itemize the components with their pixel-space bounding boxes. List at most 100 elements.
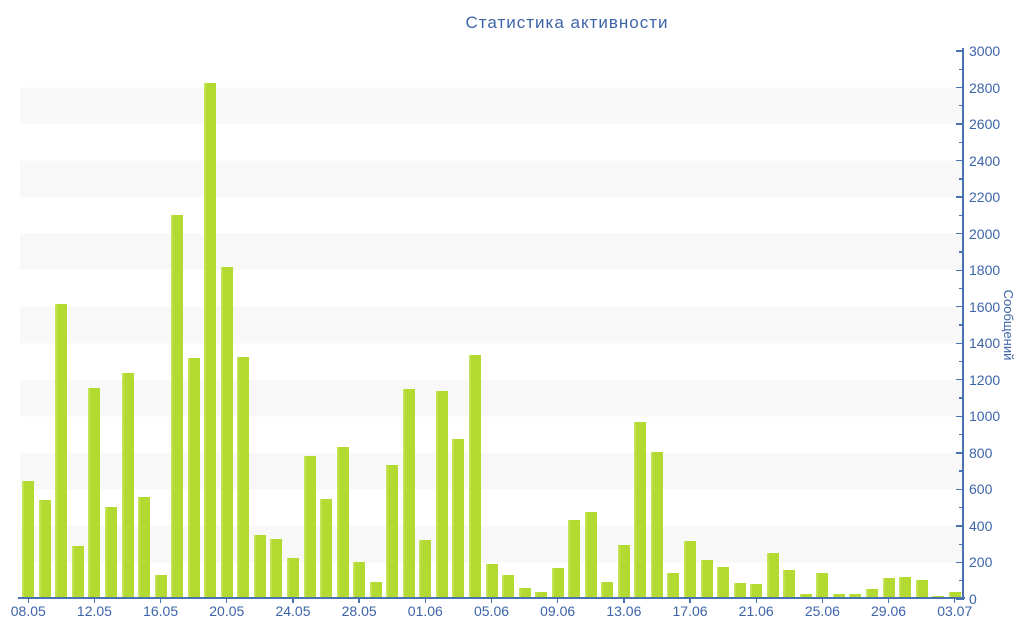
bar-08.05[interactable]: [22, 481, 35, 599]
x-tick-label: 29.06: [871, 603, 907, 619]
x-tick: [159, 599, 162, 603]
bar-24.05[interactable]: [286, 557, 299, 599]
bar-28.06[interactable]: [866, 588, 878, 599]
y-minor-tick: [959, 68, 962, 70]
y-tick-label: 0: [969, 591, 977, 607]
x-tick: [226, 599, 228, 603]
x-tick: [821, 599, 824, 603]
bar-02.06[interactable]: [435, 390, 448, 599]
bar-29.05[interactable]: [369, 581, 382, 599]
bar-14.05[interactable]: [121, 372, 134, 599]
bar-22.05[interactable]: [253, 535, 266, 599]
bar-04.06[interactable]: [468, 355, 481, 599]
bar-03.06[interactable]: [452, 439, 465, 599]
y-minor-tick: [959, 141, 962, 144]
bar-18.06[interactable]: [700, 559, 713, 599]
x-tick-label: 08.05: [10, 603, 46, 619]
bar-30.06[interactable]: [899, 577, 912, 599]
x-tick: [292, 599, 294, 603]
y-tick-label: 400: [969, 517, 993, 534]
y-tick-label: 1200: [969, 371, 1001, 388]
x-tick: [954, 599, 956, 603]
bar-27.06[interactable]: [849, 594, 862, 599]
bar-05.06[interactable]: [485, 564, 498, 599]
x-tick: [887, 599, 890, 603]
bar-09.06[interactable]: [551, 567, 564, 599]
x-tick-label: 12.05: [76, 603, 112, 619]
bar-30.05[interactable]: [386, 464, 399, 599]
y-tick-label: 1400: [969, 335, 1001, 352]
bar-17.05[interactable]: [171, 215, 184, 599]
bar-25.06[interactable]: [816, 572, 829, 599]
y-major-tick: [956, 269, 962, 271]
bar-21.06[interactable]: [750, 584, 763, 599]
y-major-tick: [956, 415, 962, 418]
x-tick-label: 13.06: [606, 603, 642, 619]
bar-20.06[interactable]: [733, 583, 746, 599]
y-minor-tick: [959, 580, 962, 582]
y-tick-label: 1800: [969, 262, 1001, 279]
bar-07.06[interactable]: [518, 588, 531, 599]
bar-09.05[interactable]: [38, 500, 51, 599]
x-tick: [689, 599, 691, 603]
x-tick: [556, 599, 559, 603]
bar-19.06[interactable]: [717, 567, 730, 599]
y-minor-tick: [959, 324, 962, 326]
y-major-tick: [956, 306, 962, 308]
bar-23.06[interactable]: [783, 569, 796, 599]
y-minor-tick: [959, 214, 962, 217]
y-major-tick: [956, 50, 962, 52]
bar-08.06[interactable]: [535, 591, 548, 599]
y-minor-tick: [959, 251, 962, 253]
bar-25.05[interactable]: [303, 455, 316, 599]
y-tick-label: 1000: [969, 408, 1001, 425]
bar-15.05[interactable]: [138, 496, 151, 599]
y-minor-tick: [959, 397, 962, 399]
bar-22.06[interactable]: [766, 553, 779, 599]
y-tick-label: 2800: [969, 79, 1001, 96]
bar-01.06[interactable]: [419, 539, 432, 599]
plot-area: [20, 51, 963, 599]
bar-16.05[interactable]: [154, 575, 167, 599]
x-tick: [490, 599, 493, 603]
bar-12.06[interactable]: [601, 581, 614, 599]
y-tick-label: 2000: [969, 225, 1001, 242]
bar-27.05[interactable]: [336, 447, 349, 599]
x-tick: [623, 599, 625, 603]
bar-28.05[interactable]: [353, 562, 366, 599]
bar-03.07[interactable]: [948, 591, 961, 599]
bar-11.06[interactable]: [584, 512, 597, 599]
bar-26.06[interactable]: [832, 593, 845, 599]
bar-11.05[interactable]: [71, 546, 84, 599]
bar-12.05[interactable]: [88, 388, 101, 599]
bar-16.06[interactable]: [667, 572, 680, 599]
bar-01.07[interactable]: [915, 579, 928, 599]
chart-title: Статистика активности: [465, 13, 669, 32]
bar-21.05[interactable]: [237, 356, 250, 599]
y-major-tick: [956, 232, 962, 235]
bar-06.06[interactable]: [502, 575, 515, 599]
x-tick: [755, 599, 757, 603]
y-minor-tick: [959, 506, 962, 509]
bar-24.06[interactable]: [799, 594, 812, 599]
bar-15.06[interactable]: [650, 451, 663, 599]
bar-26.05[interactable]: [320, 499, 333, 599]
bar-10.06[interactable]: [568, 520, 581, 599]
bar-18.05[interactable]: [187, 357, 200, 599]
bar-14.06[interactable]: [634, 421, 647, 599]
bar-31.05[interactable]: [402, 388, 415, 599]
y-major-tick: [956, 196, 962, 198]
bar-23.05[interactable]: [270, 538, 283, 599]
bar-13.05[interactable]: [104, 506, 117, 599]
y-minor-tick: [959, 433, 962, 436]
bar-29.06[interactable]: [882, 578, 895, 599]
bar-10.05[interactable]: [55, 304, 68, 599]
y-minor-tick: [959, 470, 962, 472]
bar-17.06[interactable]: [684, 541, 697, 599]
bar-19.05[interactable]: [204, 82, 217, 599]
bar-13.06[interactable]: [617, 545, 630, 599]
y-minor-tick: [959, 287, 962, 290]
bar-20.05[interactable]: [220, 266, 233, 599]
y-tick-label: 600: [969, 481, 993, 498]
